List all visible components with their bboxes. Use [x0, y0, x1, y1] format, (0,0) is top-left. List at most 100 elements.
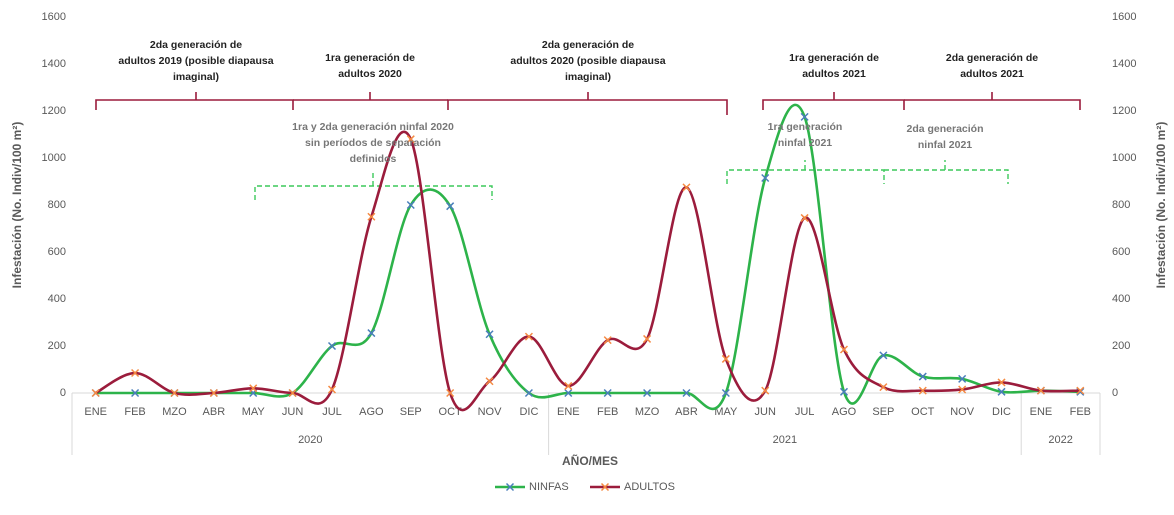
x-tick-label: ENE	[557, 406, 580, 418]
legend-label: NINFAS	[529, 481, 569, 493]
annotation: adultos 2021	[802, 68, 866, 80]
annotation: sin períodos de separación	[305, 137, 441, 149]
marker	[958, 385, 967, 394]
marker	[839, 345, 849, 354]
marker	[485, 330, 494, 339]
nymph-brackets	[254, 160, 1009, 200]
bracket	[904, 92, 1081, 110]
marker	[1076, 386, 1085, 395]
x-tick-label: ENE	[84, 406, 107, 418]
bracket	[726, 160, 885, 184]
y2-tick-label: 400	[1112, 293, 1130, 305]
marker	[721, 388, 730, 398]
x-tick-label: FEB	[124, 406, 145, 418]
x-tick-label: OCT	[439, 406, 463, 418]
x-tick-label: FEB	[1070, 406, 1091, 418]
marker	[524, 388, 533, 398]
marker	[682, 388, 691, 398]
y2-tick-label: 0	[1112, 387, 1118, 399]
marker	[839, 387, 849, 396]
annotation: adultos 2020	[338, 68, 402, 80]
y-tick-label: 200	[48, 340, 66, 352]
annotation: 1ra generación de	[789, 52, 879, 64]
x-tick-label: NOV	[478, 406, 503, 418]
y2-tick-label: 1600	[1112, 11, 1136, 23]
y-tick-label: 0	[60, 387, 66, 399]
series-line	[95, 130, 1081, 412]
annotation: definidos	[350, 153, 397, 165]
bracket	[762, 92, 905, 110]
annotation: 2da generación de	[542, 39, 634, 51]
x-tick-label: JUL	[795, 406, 815, 418]
annotation: adultos 2020 (posible diapausa	[510, 55, 665, 67]
marker	[800, 112, 809, 121]
annotation: ninfal 2021	[778, 137, 832, 149]
marker	[367, 329, 376, 338]
marker	[603, 336, 612, 345]
marker	[918, 386, 927, 395]
x-tick-label: JUN	[755, 406, 776, 418]
legend-marker	[600, 482, 610, 492]
annotation: 1ra y 2da generación ninfal 2020	[292, 121, 454, 133]
marker	[91, 388, 100, 398]
marker	[131, 388, 140, 398]
x-axis-title: AÑO/MES	[562, 453, 618, 468]
marker	[249, 384, 258, 393]
bracket	[884, 160, 1009, 184]
annotation: adultos 2019 (posible diapausa	[118, 55, 273, 67]
y-tick-label: 400	[48, 293, 66, 305]
y2-axis-title: Infestación (No. Indiv/100 m²)	[1154, 122, 1168, 289]
marker	[446, 388, 455, 398]
marker	[958, 374, 967, 383]
annotation: 1ra generación de	[325, 52, 415, 64]
marker	[170, 388, 179, 398]
marker	[367, 212, 376, 221]
group-label: 2021	[773, 434, 797, 446]
x-tick-label: MZO	[635, 406, 660, 418]
x-tick-label: ENE	[1030, 406, 1053, 418]
x-tick-label: MZO	[162, 406, 187, 418]
x-tick-label: FEB	[597, 406, 618, 418]
marker	[879, 351, 888, 360]
y-tick-label: 1400	[42, 58, 66, 70]
y-tick-label: 800	[48, 199, 66, 211]
marker	[800, 213, 809, 222]
marker	[918, 372, 927, 381]
marker	[643, 388, 652, 398]
x-tick-label: ABR	[203, 406, 226, 418]
bracket	[293, 92, 448, 101]
annotation: imaginal)	[173, 71, 219, 83]
x-tick-label: MAY	[714, 406, 738, 418]
marker	[564, 388, 573, 398]
y-tick-label: 1200	[42, 105, 66, 117]
marker	[131, 368, 140, 378]
marker	[446, 202, 455, 211]
series-line	[95, 103, 1081, 411]
marker	[603, 388, 612, 398]
y2-tick-label: 800	[1112, 199, 1130, 211]
x-tick-label: MAY	[242, 406, 266, 418]
annotation: imaginal)	[565, 71, 611, 83]
marker	[1036, 386, 1045, 395]
marker	[643, 334, 652, 343]
marker	[327, 385, 337, 394]
marker	[997, 378, 1006, 387]
y2-tick-label: 1000	[1112, 152, 1136, 164]
x-tick-label: JUN	[282, 406, 303, 418]
group-label: 2022	[1048, 434, 1072, 446]
y2-tick-label: 200	[1112, 340, 1130, 352]
marker	[997, 387, 1006, 396]
annotation: 2da generación de	[946, 52, 1038, 64]
x-tick-label: AGO	[359, 406, 384, 418]
x-tick-label: JUL	[322, 406, 342, 418]
brackets	[95, 92, 1081, 115]
group-label: 2020	[298, 434, 322, 446]
x-tick-label: ABR	[675, 406, 698, 418]
y2-tick-label: 600	[1112, 246, 1130, 258]
marker	[564, 381, 573, 390]
legend-marker	[505, 482, 515, 492]
legend-label: ADULTOS	[624, 481, 675, 493]
marker	[485, 377, 494, 386]
marker	[406, 200, 415, 210]
